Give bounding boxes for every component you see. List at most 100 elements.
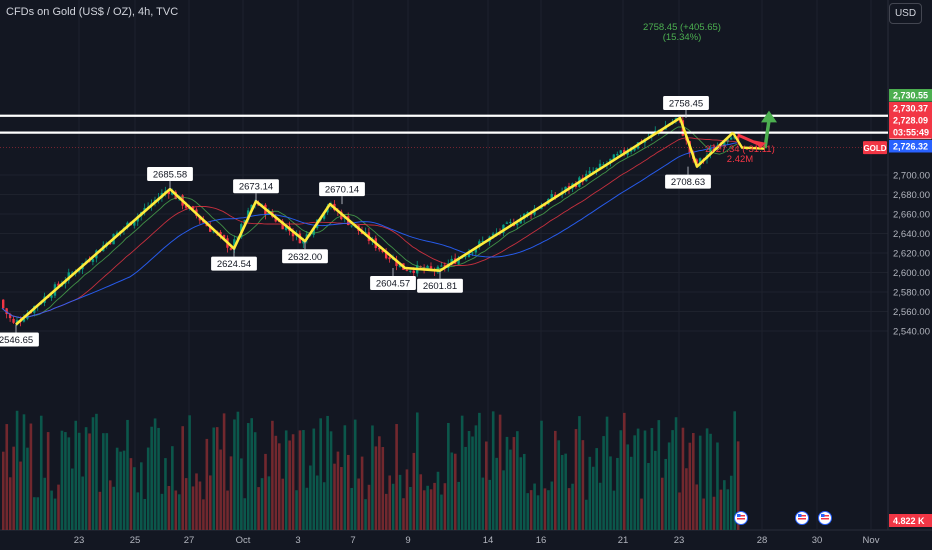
candle-body bbox=[550, 194, 553, 200]
time-tick-label: Oct bbox=[236, 535, 251, 546]
price-badge-label: 2,730.37 bbox=[893, 104, 928, 114]
candle-body bbox=[22, 318, 26, 322]
candle-body bbox=[388, 257, 391, 260]
volume-bar bbox=[119, 451, 122, 530]
volume-bar bbox=[12, 446, 15, 530]
volume-bar bbox=[95, 413, 98, 530]
volume-bar bbox=[174, 490, 178, 530]
price-axis: 2,540.00 2,560.00 2,580.00 2,600.00 2,620.00… bbox=[863, 89, 932, 527]
callout-label: 2708.63 bbox=[671, 177, 705, 188]
volume-bar bbox=[626, 444, 630, 530]
volume-bar bbox=[126, 419, 129, 530]
flag-canton bbox=[821, 514, 825, 517]
volume-bar bbox=[64, 432, 67, 530]
callout-label: 2601.81 bbox=[423, 281, 457, 292]
volume-bar bbox=[698, 435, 702, 530]
volume-bar bbox=[284, 430, 288, 530]
callout-box bbox=[233, 179, 279, 194]
volume-bar bbox=[67, 437, 71, 530]
volume-badge bbox=[889, 514, 932, 527]
volume-bar bbox=[302, 430, 305, 530]
volume-bar bbox=[264, 453, 267, 530]
candle-body bbox=[602, 164, 605, 166]
currency-button[interactable]: USD bbox=[889, 3, 922, 24]
volume-bar bbox=[298, 430, 302, 530]
candle-body bbox=[8, 314, 12, 319]
price-badge bbox=[889, 140, 932, 153]
price-badge bbox=[889, 89, 932, 102]
volume-bar bbox=[98, 491, 102, 530]
volume-bar bbox=[674, 417, 678, 530]
volume-bar bbox=[191, 486, 195, 530]
candle-body bbox=[71, 272, 74, 274]
chart-annotation: (15.34%) bbox=[663, 32, 702, 43]
flag-stripe bbox=[821, 518, 829, 520]
volume-bar bbox=[457, 481, 460, 530]
volume-bar bbox=[467, 431, 471, 530]
volume-bar bbox=[712, 496, 716, 530]
volume-bar bbox=[33, 497, 36, 530]
volume-bar bbox=[481, 477, 485, 530]
callout-box bbox=[417, 278, 463, 293]
volume-bar bbox=[357, 478, 360, 530]
symbol-badge-label: GOLD bbox=[863, 144, 886, 153]
chart-annotation: 2.42M bbox=[727, 154, 753, 165]
candle-body bbox=[115, 232, 119, 235]
volume-bar bbox=[664, 458, 667, 530]
volume-bar bbox=[46, 432, 50, 530]
us-event-flag-icon[interactable] bbox=[818, 511, 832, 525]
candle-body bbox=[723, 141, 726, 146]
bullish-arrow-head bbox=[761, 110, 777, 123]
volume-bar bbox=[105, 433, 109, 530]
volume-bar bbox=[319, 418, 322, 530]
volume-bar bbox=[709, 433, 712, 530]
candle-body bbox=[171, 191, 174, 195]
callout-label: 2546.65 bbox=[0, 335, 33, 346]
volume-bar bbox=[509, 449, 512, 530]
time-tick-label: 25 bbox=[130, 535, 141, 546]
callout-box bbox=[665, 174, 711, 189]
volume-bar bbox=[736, 441, 740, 530]
candle-body bbox=[495, 232, 498, 234]
volume-bar bbox=[647, 463, 650, 530]
price-tick-label: 2,640.00 bbox=[893, 229, 930, 240]
volume-bar bbox=[533, 483, 536, 530]
annotations: 2758.45 (+405.65)(15.34%) 2727.34 (-31.11… bbox=[643, 22, 775, 165]
volume-bar bbox=[692, 433, 695, 530]
ma-slow bbox=[1, 142, 737, 319]
us-event-flag-icon[interactable] bbox=[734, 511, 748, 525]
volume-bar bbox=[409, 486, 412, 530]
volume-bar bbox=[495, 457, 498, 530]
volume-bar bbox=[529, 490, 533, 530]
volume-bar bbox=[616, 457, 619, 530]
us-event-flag-icon[interactable] bbox=[795, 511, 809, 525]
candle-body bbox=[381, 250, 384, 253]
candle-body bbox=[626, 151, 629, 155]
callout-label: 2673.14 bbox=[239, 182, 273, 193]
horizontal-lines bbox=[0, 114, 888, 148]
volume-bar bbox=[53, 498, 57, 530]
volume-bar bbox=[571, 483, 574, 530]
volume-bar bbox=[498, 414, 502, 530]
volume-bar bbox=[557, 440, 561, 530]
volume-bar bbox=[374, 446, 378, 530]
volume-bar bbox=[219, 449, 222, 530]
candle-body bbox=[598, 163, 602, 169]
candle-body bbox=[91, 259, 95, 262]
price-badge bbox=[889, 114, 932, 127]
volume-bar bbox=[574, 429, 578, 530]
volume-bar bbox=[460, 415, 464, 530]
volume-bar bbox=[633, 435, 636, 530]
volume-bar bbox=[578, 416, 581, 530]
volume-bar bbox=[274, 435, 278, 530]
time-tick-label: 9 bbox=[405, 535, 410, 546]
price-tick-label: 2,680.00 bbox=[893, 190, 930, 201]
volume-bar bbox=[371, 425, 374, 530]
price-tick-label: 2,660.00 bbox=[893, 210, 930, 221]
candle-body bbox=[209, 225, 212, 232]
volume-bar bbox=[50, 490, 53, 530]
volume-bar bbox=[702, 498, 705, 530]
candle-body bbox=[619, 150, 622, 154]
volume-bar bbox=[205, 438, 209, 530]
